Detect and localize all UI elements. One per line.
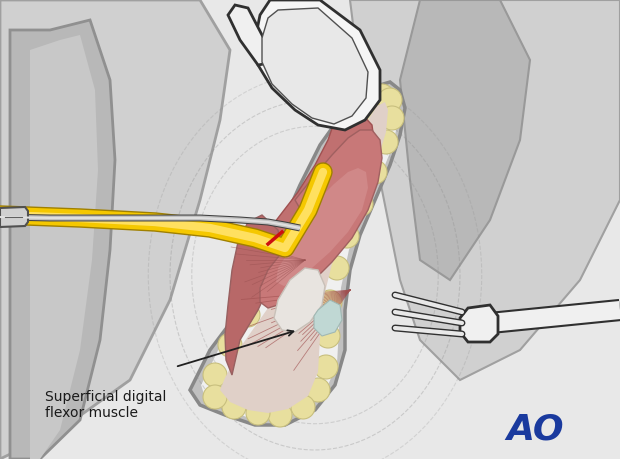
Circle shape bbox=[380, 106, 404, 130]
Circle shape bbox=[236, 303, 260, 327]
Circle shape bbox=[222, 395, 246, 419]
Circle shape bbox=[316, 324, 340, 348]
Circle shape bbox=[318, 290, 342, 314]
Polygon shape bbox=[350, 0, 620, 380]
Circle shape bbox=[306, 378, 330, 402]
Circle shape bbox=[246, 401, 270, 425]
Polygon shape bbox=[190, 82, 405, 425]
Circle shape bbox=[335, 224, 359, 248]
Circle shape bbox=[291, 395, 315, 419]
Polygon shape bbox=[220, 102, 388, 413]
Circle shape bbox=[363, 160, 387, 184]
Circle shape bbox=[378, 88, 402, 112]
Polygon shape bbox=[228, 5, 275, 65]
Polygon shape bbox=[0, 207, 28, 227]
Circle shape bbox=[349, 192, 373, 216]
Circle shape bbox=[268, 403, 292, 427]
Circle shape bbox=[203, 385, 227, 409]
Circle shape bbox=[322, 146, 346, 170]
Text: Superficial digital
flexor muscle: Superficial digital flexor muscle bbox=[45, 390, 166, 420]
Polygon shape bbox=[30, 35, 98, 459]
Circle shape bbox=[218, 333, 242, 357]
Text: AO: AO bbox=[506, 413, 564, 447]
Circle shape bbox=[314, 355, 338, 379]
Circle shape bbox=[370, 84, 394, 108]
Polygon shape bbox=[248, 108, 375, 285]
Polygon shape bbox=[276, 168, 368, 286]
Polygon shape bbox=[260, 130, 382, 308]
Polygon shape bbox=[314, 300, 342, 336]
Circle shape bbox=[304, 176, 328, 200]
Polygon shape bbox=[400, 0, 530, 280]
Polygon shape bbox=[460, 305, 498, 342]
Polygon shape bbox=[225, 215, 282, 375]
Polygon shape bbox=[255, 0, 380, 130]
Circle shape bbox=[270, 241, 294, 265]
Circle shape bbox=[356, 96, 380, 120]
Polygon shape bbox=[10, 20, 115, 459]
Polygon shape bbox=[200, 90, 400, 421]
Polygon shape bbox=[0, 0, 230, 459]
Circle shape bbox=[340, 116, 364, 140]
Circle shape bbox=[374, 130, 398, 154]
Polygon shape bbox=[262, 8, 368, 124]
Circle shape bbox=[286, 208, 310, 232]
Circle shape bbox=[203, 363, 227, 387]
Circle shape bbox=[325, 256, 349, 280]
Circle shape bbox=[253, 271, 277, 295]
Polygon shape bbox=[274, 268, 325, 332]
